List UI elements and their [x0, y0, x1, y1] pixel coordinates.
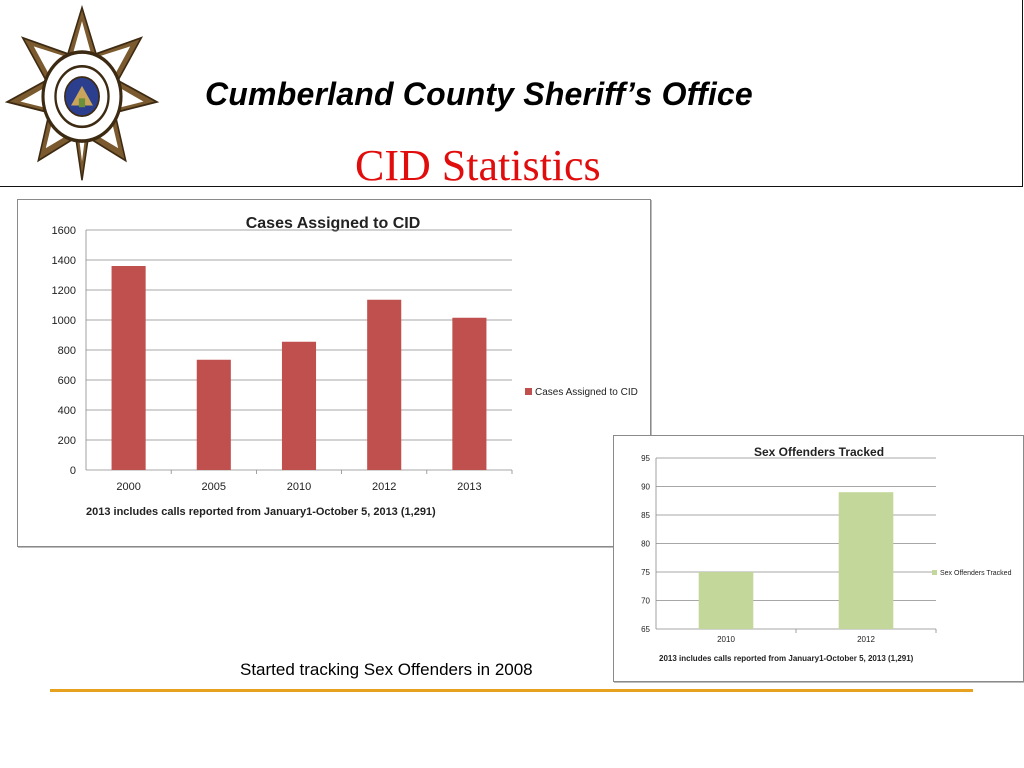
- page-title: CID Statistics: [355, 141, 601, 190]
- y-tick-label: 90: [641, 482, 650, 491]
- bar: [838, 492, 894, 629]
- y-tick-label: 70: [641, 596, 650, 605]
- chart-note: 2013 includes calls reported from Januar…: [86, 506, 436, 518]
- x-tick-label: 2000: [116, 481, 140, 493]
- bar: [698, 572, 754, 629]
- y-tick-label: 1200: [52, 285, 76, 297]
- divider-rule: [50, 689, 973, 692]
- y-tick-label: 800: [58, 345, 76, 357]
- bar: [281, 341, 317, 470]
- legend-label: Sex Offenders Tracked: [940, 570, 1012, 577]
- y-tick-label: 0: [70, 465, 76, 477]
- y-tick-label: 1600: [52, 225, 76, 237]
- chart-title: Sex Offenders Tracked: [754, 445, 884, 459]
- x-tick-label: 2012: [857, 635, 875, 644]
- cases-chart: Cases Assigned to CID 0 200 400 600 800 1000 12…: [52, 215, 638, 518]
- bar: [111, 266, 146, 470]
- chart-panel-cases: Cases Assigned to CID 0 200 400 600 800 1000 12…: [17, 199, 651, 547]
- y-tick-label: 600: [58, 375, 76, 387]
- y-tick-label: 75: [641, 568, 650, 577]
- bar: [452, 317, 487, 470]
- y-tick-label: 85: [641, 511, 650, 520]
- header-banner: Cumberland County Sheriff’s Office CID S…: [0, 0, 1023, 190]
- y-tick-label: 80: [641, 539, 650, 548]
- legend-swatch: [932, 570, 937, 575]
- chart-note: 2013 includes calls reported from Januar…: [659, 654, 914, 663]
- chart-title: Cases Assigned to CID: [246, 215, 421, 232]
- org-title: Cumberland County Sheriff’s Office: [205, 76, 753, 112]
- sheriff-star-badge-icon: [4, 4, 160, 181]
- sex-offenders-chart: Sex Offenders Tracked 65 70 75 80 85 90 95 2010 2…: [641, 445, 1012, 663]
- y-tick-label: 1400: [52, 255, 76, 267]
- y-tick-label: 1000: [52, 315, 76, 327]
- caption: Started tracking Sex Offenders in 2008: [240, 660, 533, 679]
- legend-label: Cases Assigned to CID: [535, 387, 638, 398]
- x-tick-label: 2005: [202, 481, 226, 493]
- x-tick-label: 2010: [287, 481, 311, 493]
- bar: [367, 299, 402, 470]
- y-tick-label: 400: [58, 405, 76, 417]
- y-tick-label: 65: [641, 625, 650, 634]
- x-tick-label: 2013: [457, 481, 481, 493]
- x-tick-label: 2012: [372, 481, 396, 493]
- chart-panel-sex-offenders: Sex Offenders Tracked 65 70 75 80 85 90 95 2010 2…: [613, 435, 1024, 682]
- legend-swatch: [525, 388, 532, 395]
- x-tick-label: 2010: [717, 635, 735, 644]
- bar: [196, 359, 231, 470]
- y-tick-label: 200: [58, 435, 76, 447]
- y-tick-label: 95: [641, 454, 650, 463]
